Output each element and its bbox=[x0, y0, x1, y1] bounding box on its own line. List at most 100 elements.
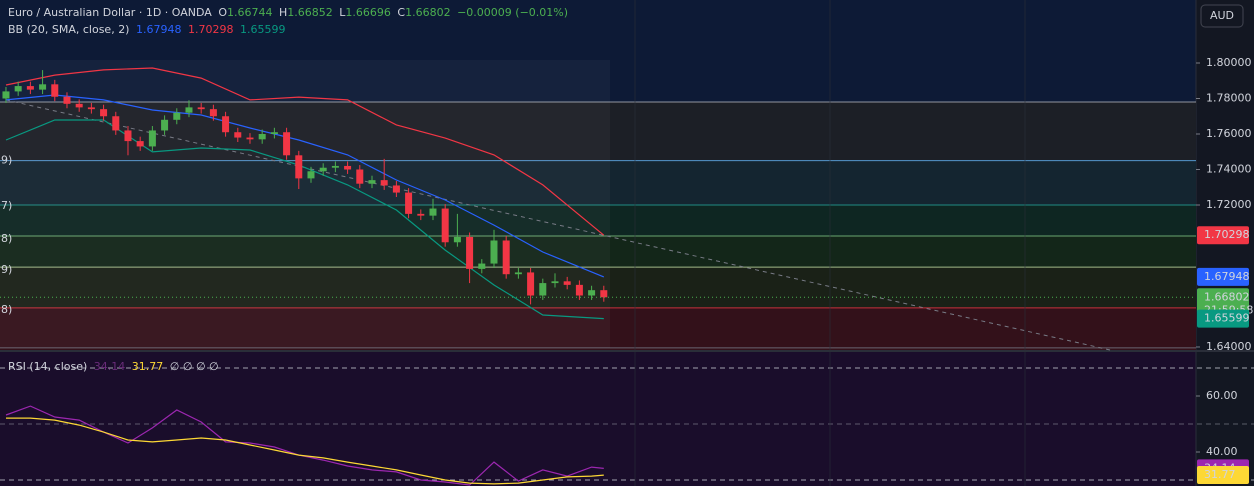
candle-body bbox=[392, 185, 400, 193]
rsi-value: 31.77 bbox=[132, 360, 164, 373]
candle-body bbox=[136, 141, 144, 147]
candle bbox=[368, 175, 376, 189]
candle bbox=[392, 181, 400, 198]
level-label: 8) bbox=[1, 232, 12, 245]
candle-body bbox=[551, 281, 559, 284]
candle bbox=[466, 232, 474, 284]
candle-body bbox=[575, 284, 583, 296]
price-badge-label: 1.70298 bbox=[1204, 228, 1250, 241]
candle bbox=[112, 111, 120, 135]
candle-body bbox=[319, 167, 327, 172]
candle-body bbox=[356, 169, 364, 184]
candle-body bbox=[197, 107, 205, 110]
bb-line bbox=[5, 67, 605, 236]
y-tick-label: 1.72000 bbox=[1206, 198, 1252, 211]
candle-body bbox=[514, 272, 522, 275]
ohlc-key: O bbox=[218, 6, 227, 19]
y-tick-label: 1.78000 bbox=[1206, 92, 1252, 105]
candle-body bbox=[246, 137, 254, 140]
candle-body bbox=[234, 132, 242, 138]
candle bbox=[2, 86, 10, 103]
level-band bbox=[0, 102, 1196, 161]
y-tick-label: 60.00 bbox=[1206, 389, 1238, 402]
candle bbox=[283, 127, 291, 160]
price-badge bbox=[1197, 267, 1249, 286]
candle-body bbox=[405, 192, 413, 214]
candle-body bbox=[502, 240, 510, 275]
price-badge bbox=[1197, 309, 1249, 328]
ohlc-value: 1.66744 bbox=[227, 6, 273, 19]
candle bbox=[234, 127, 242, 142]
rsi-value: ∅ ∅ ∅ ∅ bbox=[170, 360, 219, 373]
candle bbox=[39, 70, 47, 95]
marks bbox=[0, 67, 1196, 486]
legend-main: Euro / Australian Dollar · 1D · OANDA O1… bbox=[8, 6, 568, 19]
candle bbox=[539, 278, 547, 300]
candle bbox=[405, 188, 413, 219]
candle-body bbox=[466, 236, 474, 269]
ohlc-value: 1.66852 bbox=[287, 6, 333, 19]
candle-body bbox=[222, 116, 230, 133]
currency[interactable]: AUD bbox=[1210, 9, 1234, 22]
currency-button[interactable] bbox=[1200, 4, 1244, 28]
candle bbox=[270, 127, 278, 139]
candle-body bbox=[283, 132, 291, 156]
candle-body bbox=[87, 107, 95, 110]
candle bbox=[441, 204, 449, 247]
candle-body bbox=[75, 103, 83, 108]
candle bbox=[588, 285, 596, 300]
candle-body bbox=[429, 208, 437, 216]
candle-body bbox=[112, 116, 120, 131]
legend-rsi: RSI (14, close) 34.14 31.77 ∅ ∅ ∅ ∅ bbox=[8, 360, 219, 373]
bb-line bbox=[5, 94, 605, 278]
level-band bbox=[0, 160, 1196, 205]
candle bbox=[295, 150, 303, 190]
candle-body bbox=[185, 107, 193, 113]
candle bbox=[319, 163, 327, 176]
candle bbox=[63, 92, 71, 109]
candle bbox=[185, 100, 193, 118]
y-tick-label: 1.64000 bbox=[1206, 340, 1252, 353]
candle-body bbox=[453, 236, 461, 243]
candle-body bbox=[14, 86, 22, 92]
candle-body bbox=[539, 283, 547, 296]
candle bbox=[136, 136, 144, 151]
candle-body bbox=[173, 112, 181, 120]
price-badge-label: 31.77 bbox=[1204, 468, 1236, 481]
candle-body bbox=[124, 130, 132, 142]
candle-body bbox=[600, 290, 608, 298]
candle bbox=[478, 259, 486, 274]
ohlc-key: C bbox=[397, 6, 405, 19]
candle bbox=[14, 81, 22, 96]
candle-body bbox=[39, 84, 47, 90]
candle bbox=[563, 276, 571, 290]
candle bbox=[514, 268, 522, 279]
candle-body bbox=[209, 109, 217, 117]
candle-body bbox=[441, 208, 449, 243]
ohlc-value: 1.66696 bbox=[345, 6, 391, 19]
y-tick-label: 1.76000 bbox=[1206, 127, 1252, 140]
candle-body bbox=[51, 84, 59, 97]
candle-body bbox=[490, 240, 498, 264]
candle bbox=[87, 102, 95, 114]
candle bbox=[380, 158, 388, 190]
candle-body bbox=[100, 109, 108, 117]
candle bbox=[417, 209, 425, 221]
candle bbox=[551, 273, 559, 288]
candle-body bbox=[161, 119, 169, 131]
level-label: 8) bbox=[1, 303, 12, 316]
candle-body bbox=[63, 96, 71, 104]
candle-body bbox=[588, 290, 596, 296]
price-badge-label: 1.67948 bbox=[1204, 270, 1250, 283]
candle-body bbox=[26, 86, 34, 90]
rsi-pane bbox=[0, 352, 1196, 486]
candle bbox=[161, 115, 169, 135]
bb-value: 1.67948 bbox=[136, 23, 182, 36]
candle bbox=[148, 126, 156, 151]
vgrid bbox=[634, 0, 1026, 486]
candle bbox=[344, 161, 352, 174]
candle bbox=[124, 126, 132, 156]
candle-body bbox=[344, 165, 352, 170]
candle bbox=[600, 285, 608, 302]
candle bbox=[356, 165, 364, 189]
